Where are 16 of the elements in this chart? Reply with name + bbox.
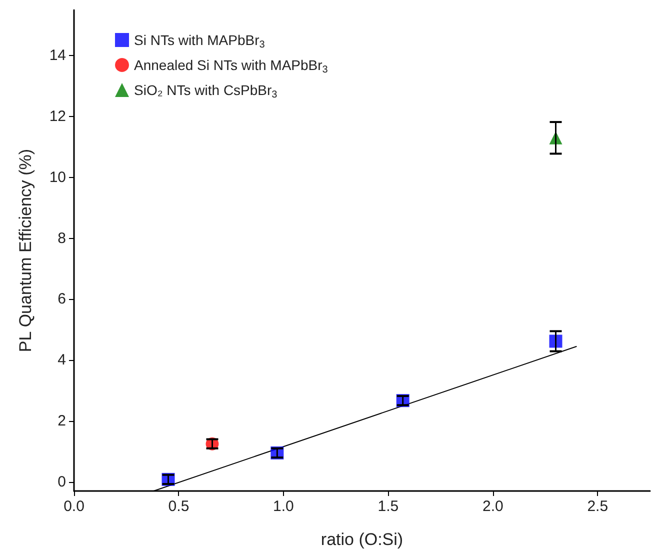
y-tick-label: 0 [58, 473, 66, 490]
x-tick-label: 2.5 [587, 498, 608, 515]
y-tick-label: 2 [58, 412, 66, 430]
x-tick-label: 1.0 [273, 498, 294, 515]
x-tick-label: 1.5 [378, 498, 399, 515]
x-tick-label: 2.0 [482, 498, 504, 515]
x-axis-title: ratio (O:Si) [320, 530, 404, 549]
y-tick-label: 14 [49, 47, 66, 64]
x-tick-label: 0.0 [64, 498, 84, 515]
y-tick-label: 4 [58, 352, 66, 369]
y-tick-label: 8 [58, 230, 66, 247]
y-axis-title: PL Quantum Efficiency (%) [16, 148, 35, 352]
x-tick-label: 0.5 [168, 498, 190, 515]
y-tick-label: 12 [49, 108, 66, 126]
y-tick-label: 6 [58, 290, 66, 308]
y-tick-label: 10 [49, 168, 66, 186]
